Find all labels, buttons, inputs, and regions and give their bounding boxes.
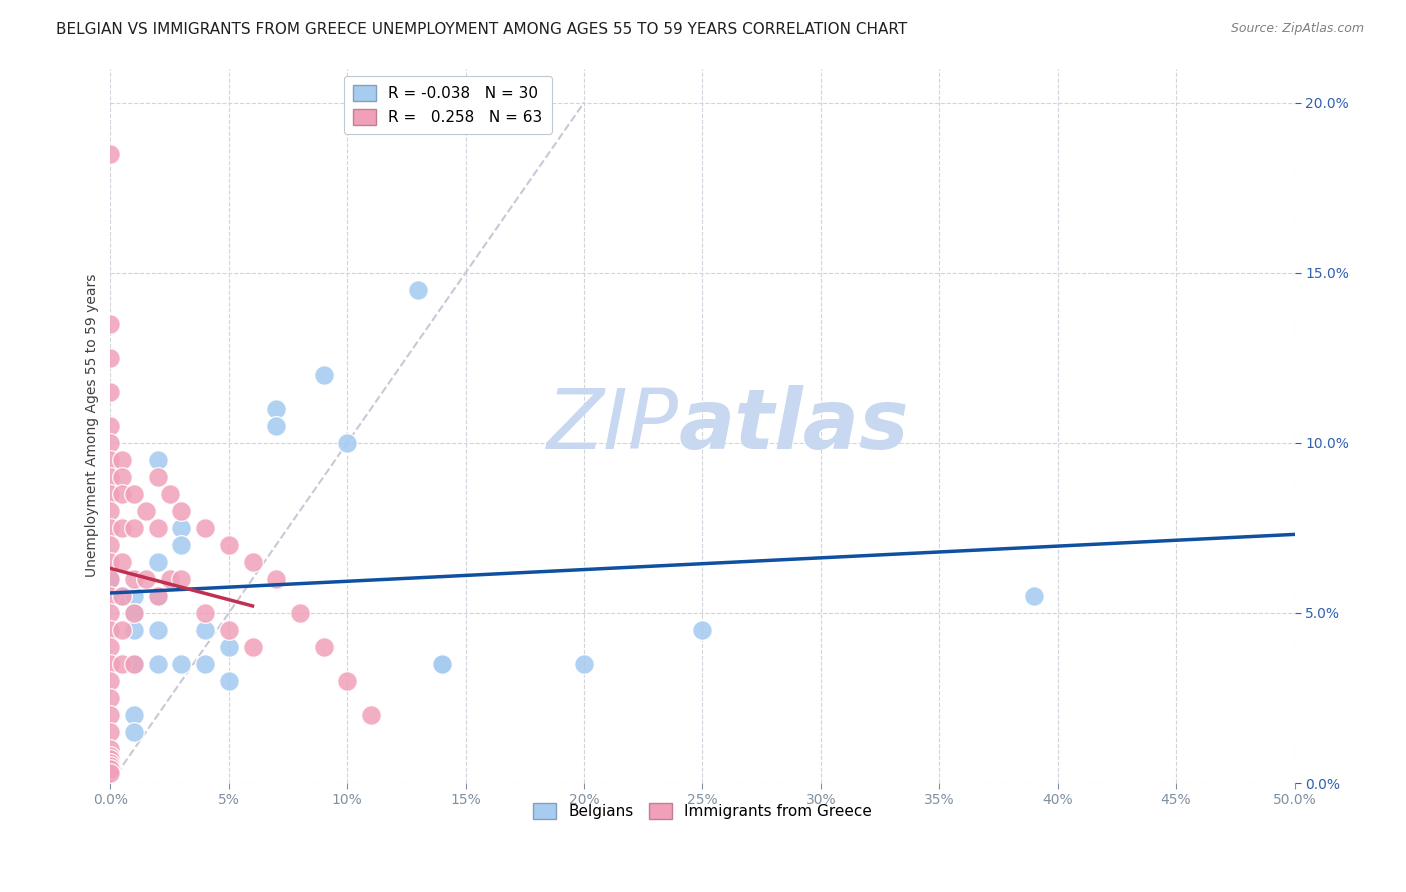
Point bbox=[146, 589, 169, 603]
Point bbox=[100, 384, 122, 399]
Point bbox=[100, 657, 122, 671]
Point bbox=[122, 606, 145, 620]
Point bbox=[100, 725, 122, 739]
Point bbox=[100, 435, 122, 450]
Point bbox=[170, 538, 193, 552]
Point bbox=[100, 742, 122, 756]
Point bbox=[100, 623, 122, 637]
Point bbox=[146, 452, 169, 467]
Point bbox=[100, 708, 122, 723]
Point bbox=[122, 589, 145, 603]
Point bbox=[170, 657, 193, 671]
Point bbox=[100, 572, 122, 586]
Point bbox=[264, 572, 287, 586]
Point bbox=[194, 623, 217, 637]
Point bbox=[100, 521, 122, 535]
Text: atlas: atlas bbox=[679, 385, 910, 467]
Point bbox=[100, 555, 122, 569]
Point bbox=[111, 589, 134, 603]
Point bbox=[111, 452, 134, 467]
Point bbox=[135, 572, 157, 586]
Point bbox=[194, 657, 217, 671]
Point bbox=[146, 657, 169, 671]
Point bbox=[122, 521, 145, 535]
Point bbox=[406, 283, 429, 297]
Text: ZIP: ZIP bbox=[547, 385, 679, 467]
Text: BELGIAN VS IMMIGRANTS FROM GREECE UNEMPLOYMENT AMONG AGES 55 TO 59 YEARS CORRELA: BELGIAN VS IMMIGRANTS FROM GREECE UNEMPL… bbox=[56, 22, 907, 37]
Point bbox=[146, 470, 169, 484]
Point bbox=[146, 623, 169, 637]
Point bbox=[159, 487, 181, 501]
Point bbox=[100, 504, 122, 518]
Point bbox=[100, 487, 122, 501]
Point bbox=[100, 756, 122, 770]
Point bbox=[1022, 589, 1045, 603]
Point bbox=[264, 418, 287, 433]
Point bbox=[111, 555, 134, 569]
Point bbox=[218, 640, 240, 654]
Point bbox=[100, 763, 122, 777]
Point bbox=[336, 673, 359, 688]
Point bbox=[100, 673, 122, 688]
Point bbox=[218, 673, 240, 688]
Point bbox=[312, 368, 335, 382]
Point bbox=[111, 589, 134, 603]
Point bbox=[111, 521, 134, 535]
Point bbox=[170, 504, 193, 518]
Point bbox=[122, 657, 145, 671]
Point bbox=[122, 572, 145, 586]
Legend: Belgians, Immigrants from Greece: Belgians, Immigrants from Greece bbox=[527, 797, 877, 825]
Point bbox=[111, 657, 134, 671]
Point bbox=[336, 435, 359, 450]
Point bbox=[122, 487, 145, 501]
Point bbox=[242, 555, 264, 569]
Text: Source: ZipAtlas.com: Source: ZipAtlas.com bbox=[1230, 22, 1364, 36]
Point bbox=[100, 470, 122, 484]
Point bbox=[146, 555, 169, 569]
Y-axis label: Unemployment Among Ages 55 to 59 years: Unemployment Among Ages 55 to 59 years bbox=[86, 274, 100, 577]
Point bbox=[111, 623, 134, 637]
Point bbox=[100, 765, 122, 780]
Point bbox=[135, 504, 157, 518]
Point bbox=[360, 708, 382, 723]
Point bbox=[218, 623, 240, 637]
Point bbox=[100, 538, 122, 552]
Point bbox=[159, 572, 181, 586]
Point bbox=[100, 418, 122, 433]
Point bbox=[170, 572, 193, 586]
Point bbox=[100, 752, 122, 766]
Point bbox=[242, 640, 264, 654]
Point bbox=[100, 317, 122, 331]
Point bbox=[146, 589, 169, 603]
Point bbox=[572, 657, 595, 671]
Point bbox=[100, 589, 122, 603]
Point bbox=[100, 351, 122, 365]
Point bbox=[430, 657, 453, 671]
Point bbox=[170, 521, 193, 535]
Point bbox=[122, 725, 145, 739]
Point bbox=[100, 640, 122, 654]
Point bbox=[264, 401, 287, 416]
Point bbox=[194, 606, 217, 620]
Point bbox=[312, 640, 335, 654]
Point bbox=[146, 521, 169, 535]
Point bbox=[100, 759, 122, 773]
Point bbox=[100, 748, 122, 763]
Point bbox=[100, 146, 122, 161]
Point bbox=[288, 606, 311, 620]
Point bbox=[430, 657, 453, 671]
Point bbox=[122, 657, 145, 671]
Point bbox=[122, 606, 145, 620]
Point bbox=[100, 452, 122, 467]
Point bbox=[194, 521, 217, 535]
Point bbox=[218, 538, 240, 552]
Point bbox=[100, 606, 122, 620]
Point bbox=[111, 470, 134, 484]
Point bbox=[122, 708, 145, 723]
Point bbox=[692, 623, 714, 637]
Point bbox=[100, 690, 122, 705]
Point bbox=[122, 623, 145, 637]
Point bbox=[100, 572, 122, 586]
Point bbox=[111, 487, 134, 501]
